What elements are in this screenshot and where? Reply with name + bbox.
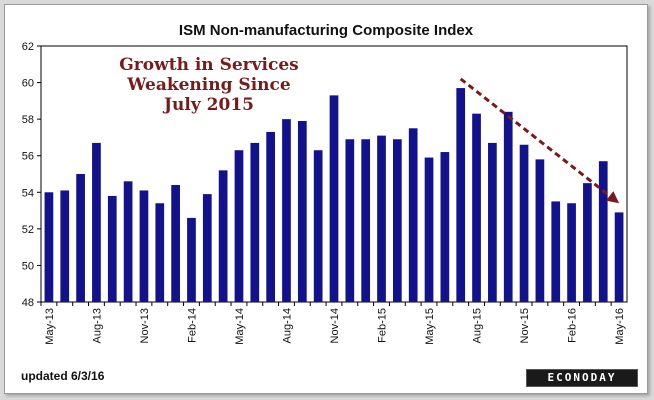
bar bbox=[551, 201, 561, 302]
x-tick-label: Nov-14 bbox=[329, 308, 341, 343]
chart-title: ISM Non-manufacturing Composite Index bbox=[178, 22, 474, 39]
x-tick-label: May-13 bbox=[44, 308, 56, 345]
bar bbox=[345, 139, 355, 302]
x-tick-label: May-14 bbox=[234, 308, 246, 345]
bar bbox=[107, 195, 117, 302]
bar bbox=[408, 128, 418, 302]
x-tick-label: Nov-13 bbox=[139, 308, 151, 343]
bar bbox=[202, 194, 212, 302]
x-tick-label: Aug-15 bbox=[472, 308, 484, 343]
bar bbox=[472, 113, 481, 303]
trend-arrow-head bbox=[605, 191, 620, 204]
bar bbox=[329, 95, 339, 302]
bar bbox=[44, 192, 54, 302]
bar bbox=[519, 144, 529, 302]
bar bbox=[155, 203, 165, 302]
annotation-line-3: July 2015 bbox=[164, 95, 254, 115]
bar bbox=[313, 150, 323, 302]
bar bbox=[503, 111, 513, 302]
y-tick-label: 50 bbox=[22, 260, 34, 272]
y-tick-label: 56 bbox=[22, 151, 34, 163]
bar bbox=[171, 184, 180, 302]
updated-date: updated 6/3/16 bbox=[21, 369, 105, 383]
bar bbox=[583, 183, 592, 302]
econoday-logo: ECONODAY bbox=[526, 369, 638, 387]
y-tick-label: 52 bbox=[22, 224, 34, 236]
annotation-line-2: Weakening Since bbox=[127, 75, 291, 95]
x-tick-label: Nov-15 bbox=[519, 308, 531, 343]
trend-arrow-line bbox=[459, 77, 611, 198]
bar bbox=[234, 150, 244, 302]
bar bbox=[361, 139, 371, 302]
bar bbox=[377, 135, 386, 302]
bar-chart: 48 50 52 54 56 58 60 62 May-13 Aug-13 Nov-13 Feb-14… bbox=[22, 41, 628, 345]
bar bbox=[567, 203, 576, 302]
bar bbox=[266, 131, 276, 302]
bar bbox=[424, 157, 434, 302]
bar bbox=[218, 170, 228, 302]
bar bbox=[614, 212, 624, 302]
x-tick-label: Aug-13 bbox=[91, 308, 103, 343]
annotation-line-1: Growth in Services bbox=[119, 55, 299, 75]
chart-annotation: Growth in Services Weakening Since July … bbox=[89, 55, 329, 115]
bar bbox=[139, 190, 149, 302]
y-tick-label: 48 bbox=[22, 297, 34, 309]
bar bbox=[76, 174, 85, 302]
bar bbox=[282, 119, 291, 303]
bar bbox=[92, 142, 101, 302]
bar bbox=[535, 159, 545, 302]
y-tick-label: 54 bbox=[22, 187, 34, 199]
x-tick-label: Feb-14 bbox=[186, 308, 198, 343]
bar bbox=[123, 181, 133, 302]
bar bbox=[60, 190, 70, 302]
bar bbox=[488, 142, 497, 302]
x-tick-label: May-15 bbox=[424, 308, 436, 345]
y-tick-label: 60 bbox=[22, 78, 34, 90]
x-tick-label: Feb-15 bbox=[377, 308, 389, 343]
x-tick-label: Aug-14 bbox=[281, 308, 293, 343]
bar bbox=[297, 120, 307, 302]
y-tick-label: 62 bbox=[22, 41, 34, 53]
bar bbox=[598, 161, 608, 302]
bar bbox=[187, 217, 196, 302]
bar bbox=[456, 88, 466, 302]
chart-frame: ISM Non-manufacturing Composite Index 48… bbox=[4, 4, 648, 394]
y-tick-label: 58 bbox=[22, 114, 34, 126]
x-tick-label: May-16 bbox=[614, 308, 626, 345]
bar bbox=[250, 142, 260, 302]
bar bbox=[440, 152, 450, 302]
x-tick-label: Feb-16 bbox=[567, 308, 579, 343]
bar bbox=[392, 139, 402, 302]
